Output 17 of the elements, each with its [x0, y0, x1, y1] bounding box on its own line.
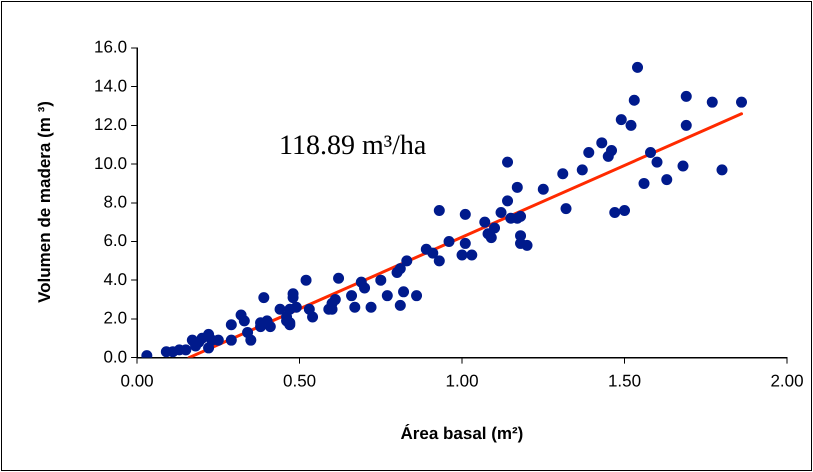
- y-tick-label: 4.0: [103, 270, 128, 289]
- x-tick-label: 1.00: [445, 371, 479, 390]
- y-tick-label: 8.0: [103, 192, 128, 212]
- y-tick-label: 0.0: [103, 347, 128, 366]
- x-axis-title: Área basal (m²): [400, 424, 524, 444]
- annotation: 118.89 m³/ha: [279, 130, 426, 162]
- x-tick-label: 1.50: [608, 371, 642, 390]
- y-tick-label: 2.0: [103, 308, 128, 328]
- y-tick-label: 14.0: [94, 76, 128, 96]
- y-tick-label: 12.0: [94, 115, 128, 134]
- x-tick-label: 2.00: [770, 371, 804, 390]
- y-tick-label: 16.0: [94, 38, 128, 57]
- y-axis-title: Volumen de madera (m ³): [34, 101, 55, 303]
- x-tick-label: 0.50: [283, 371, 316, 390]
- y-tick-label: 10.0: [94, 154, 128, 173]
- x-tick-label: 0.00: [120, 371, 154, 390]
- y-tick-label: 6.0: [103, 231, 128, 250]
